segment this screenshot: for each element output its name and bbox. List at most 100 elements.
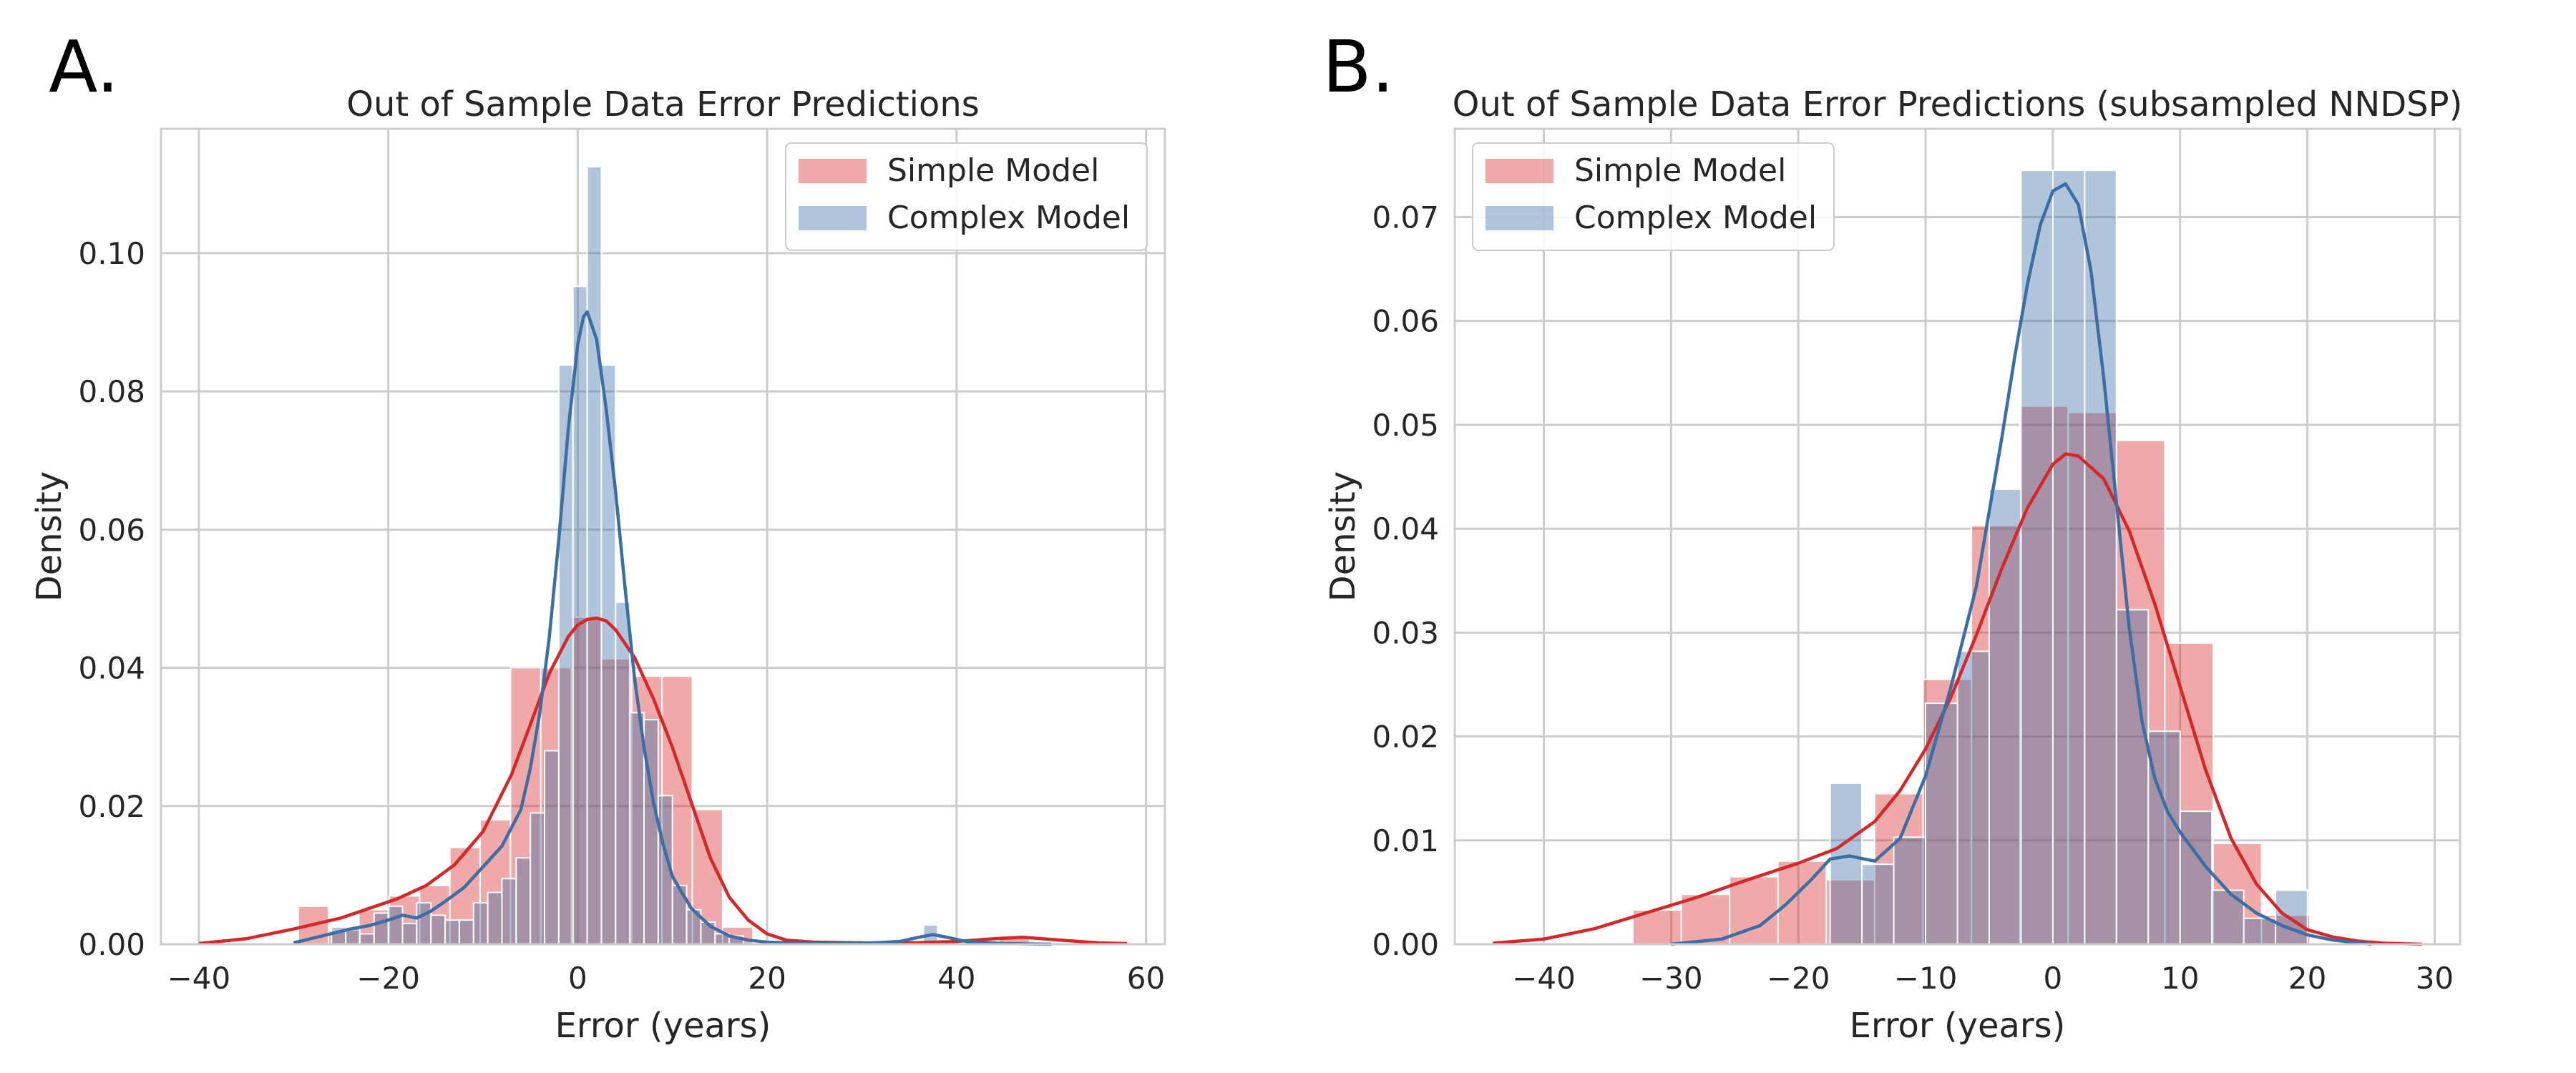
histogram-bar [387, 905, 404, 945]
x-tick-label: −20 [1767, 961, 1830, 996]
y-tick-label: 0.08 [78, 374, 145, 409]
y-axis-label: Density [1323, 471, 1363, 602]
legend: Simple Model Complex Model [1472, 142, 1835, 251]
histogram-bar [401, 923, 418, 946]
y-tick-label: 0.05 [1372, 408, 1439, 443]
histogram-bar [530, 812, 546, 945]
histogram-bar [1988, 488, 2022, 945]
x-tick-label: −30 [1639, 961, 1703, 996]
legend-swatch [1485, 206, 1553, 230]
histogram-bar [458, 919, 474, 945]
legend-swatch [799, 159, 867, 183]
y-tick-label: 0.00 [1372, 927, 1439, 962]
histogram-bar [615, 601, 631, 945]
histogram-bar [430, 914, 447, 945]
histogram-bar [2115, 609, 2150, 945]
histogram-bar [2164, 642, 2214, 945]
histogram-bar [544, 750, 560, 946]
legend-label: Complex Model [1574, 200, 1817, 236]
y-tick-label: 0.07 [1372, 200, 1439, 235]
histogram-bar [1825, 878, 1875, 946]
histogram-bar [586, 166, 602, 945]
kde-line-simple [1493, 452, 2422, 946]
x-tick-label: 20 [748, 961, 786, 996]
x-tick-label: 0 [568, 961, 587, 996]
y-tick-label: 0.00 [78, 927, 145, 962]
series-complex-bars [1829, 170, 2308, 946]
legend-label: Complex Model [887, 200, 1130, 236]
histogram-bar [444, 919, 460, 945]
panel-letter-b: B. [1322, 25, 1394, 109]
histogram-bar [1861, 863, 1895, 945]
legend-box [785, 142, 1148, 251]
y-tick-label: 0.02 [78, 789, 145, 824]
y-tick-label: 0.10 [78, 236, 145, 271]
histogram-bar [629, 712, 645, 946]
histogram-bar [472, 902, 489, 946]
histogram-bar [630, 675, 663, 945]
chart-a: −40 −20 0 20 40 60 0.00 0.02 0.04 0.06 0.08 0.10 Out… [29, 84, 1166, 1046]
y-tick-label: 0.04 [1372, 511, 1439, 547]
x-tick-label: −40 [167, 961, 231, 996]
y-tick-label: 0.04 [78, 651, 145, 686]
x-axis-label: Error (years) [1850, 1006, 2066, 1046]
x-tick-label: 0 [2044, 961, 2063, 996]
histogram-bar [1777, 860, 1828, 945]
histogram-bar [515, 857, 532, 946]
histogram-bar [501, 878, 517, 945]
legend-label: Simple Model [887, 152, 1099, 189]
histogram-bar [2243, 917, 2277, 945]
x-tick-label: 20 [2288, 961, 2326, 996]
histogram-bar [2179, 810, 2213, 945]
y-tick-label: 0.06 [78, 512, 145, 547]
histogram-bar [600, 364, 617, 945]
histogram-bar [1956, 650, 1990, 945]
kde-line-complex [1671, 182, 2371, 946]
y-tick-label: 0.06 [1372, 304, 1439, 339]
chart-title: Out of Sample Data Error Predictions [346, 84, 980, 124]
x-tick-label: −40 [1512, 961, 1576, 996]
chart-b: −40 −30 −20 −10 0 10 20 30 0.00 0.01 0.02 0.03 0.04 0… [1323, 84, 2462, 1046]
legend-swatch [799, 206, 867, 230]
plot-frame [1453, 127, 2462, 946]
legend-box [1472, 142, 1835, 251]
x-tick-label: −10 [1894, 961, 1958, 996]
series-complex-bars [331, 166, 939, 946]
legend-swatch [1485, 159, 1553, 183]
legend-label: Simple Model [1574, 152, 1786, 189]
histogram-bar [2067, 411, 2117, 945]
histogram-bar [2275, 889, 2308, 946]
y-tick-label: 0.01 [1372, 823, 1439, 858]
histogram-bar [1829, 782, 1863, 945]
histogram-bar [358, 933, 375, 945]
plot-frame [160, 127, 1166, 946]
histogram-bar [540, 667, 572, 945]
histogram-bar [373, 912, 389, 945]
histogram-bar [487, 891, 503, 945]
x-tick-label: 30 [2416, 961, 2454, 996]
histogram-bar [2051, 170, 2086, 946]
histogram-bar [1680, 893, 1731, 945]
y-tick-label: 0.02 [1372, 720, 1439, 755]
x-tick-label: 40 [937, 961, 975, 996]
histogram-bar [388, 895, 421, 946]
x-axis-label: Error (years) [555, 1006, 771, 1046]
histogram-bar [2019, 405, 2069, 945]
histogram-bar [570, 617, 602, 945]
kde-line-simple [198, 616, 1128, 946]
histogram-bar [572, 285, 588, 945]
x-tick-label: 60 [1127, 961, 1165, 996]
histogram-bar [1893, 836, 1927, 946]
y-axis-label: Density [29, 471, 69, 602]
histogram-bar [2084, 170, 2117, 946]
panel-letter-a: A. [49, 25, 119, 109]
histogram-bar [2147, 730, 2181, 945]
histogram-bar [1925, 702, 1958, 946]
x-tick-label: −20 [356, 961, 420, 996]
legend: Simple Model Complex Model [785, 142, 1148, 251]
x-tick-label: 10 [2161, 961, 2199, 996]
chart-title: Out of Sample Data Error Predictions (su… [1453, 84, 2463, 124]
y-tick-label: 0.03 [1372, 615, 1439, 650]
histogram-bar [416, 902, 432, 946]
